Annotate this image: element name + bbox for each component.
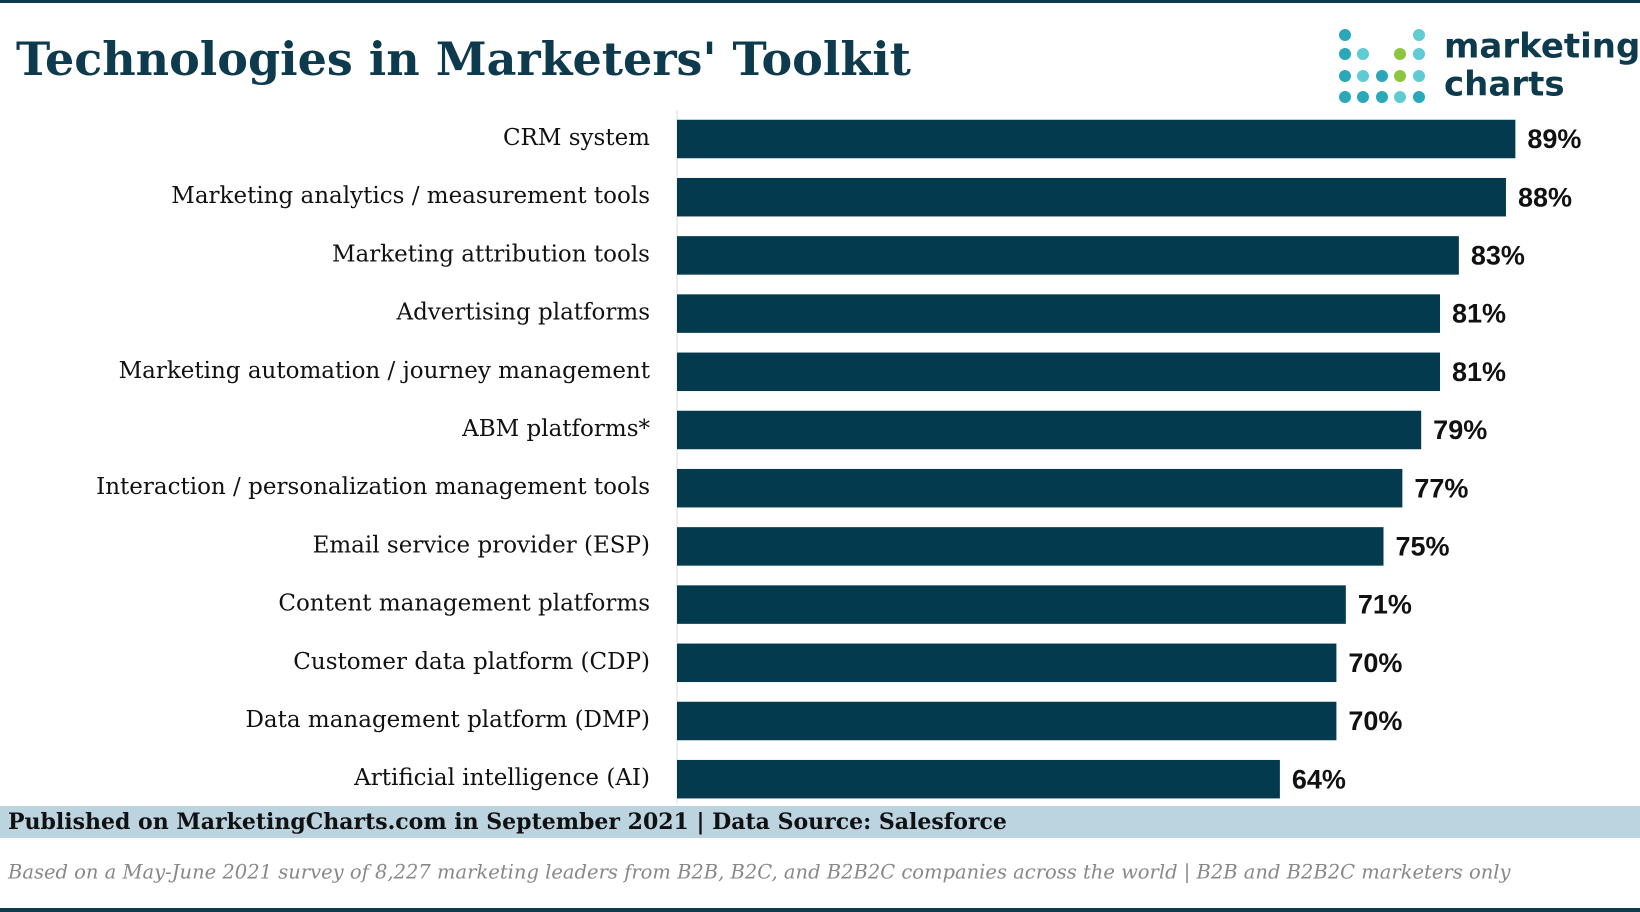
bar bbox=[677, 759, 1280, 799]
bar bbox=[677, 468, 1403, 508]
bar bbox=[677, 236, 1459, 275]
bar bbox=[677, 701, 1337, 741]
category-label: CRM system bbox=[503, 125, 650, 151]
value-label: 71% bbox=[1358, 590, 1412, 620]
category-label: Advertising platforms bbox=[395, 300, 650, 326]
value-label: 75% bbox=[1396, 532, 1450, 562]
category-label: Customer data platform (CDP) bbox=[293, 649, 650, 675]
category-label: Marketing automation / journey managemen… bbox=[119, 358, 651, 384]
category-label: Interaction / personalization management… bbox=[96, 474, 650, 500]
bar bbox=[677, 294, 1441, 333]
bar bbox=[677, 352, 1441, 392]
value-label: 64% bbox=[1292, 764, 1346, 794]
value-label: 70% bbox=[1348, 706, 1402, 736]
bar bbox=[677, 643, 1337, 683]
note: Based on a May-June 2021 survey of 8,227… bbox=[7, 861, 1511, 885]
logo-text: marketing bbox=[1444, 27, 1640, 67]
bar bbox=[677, 177, 1506, 217]
logo: marketing charts bbox=[1339, 27, 1640, 105]
value-label: 81% bbox=[1452, 357, 1506, 387]
value-label: 77% bbox=[1414, 473, 1468, 503]
value-label: 88% bbox=[1518, 182, 1572, 212]
category-label: Marketing analytics / measurement tools bbox=[171, 183, 650, 209]
category-label: Marketing attribution tools bbox=[332, 241, 650, 267]
category-label: ABM platforms* bbox=[461, 416, 650, 442]
bottom-rule bbox=[0, 908, 1640, 912]
source-band bbox=[0, 806, 1640, 838]
value-label: 89% bbox=[1527, 124, 1581, 154]
source: Published on MarketingCharts.com in Sept… bbox=[8, 809, 1007, 835]
bar bbox=[677, 119, 1516, 159]
bar bbox=[677, 410, 1422, 450]
bar bbox=[677, 585, 1346, 624]
value-label: 70% bbox=[1348, 648, 1402, 678]
value-label: 79% bbox=[1433, 415, 1487, 445]
chart-title: Technologies in Marketers' Toolkit bbox=[16, 32, 912, 86]
category-label: Email service provider (ESP) bbox=[313, 532, 650, 558]
value-label: 81% bbox=[1452, 299, 1506, 329]
value-label: 83% bbox=[1471, 241, 1525, 271]
category-label: Artificial intelligence (AI) bbox=[353, 765, 650, 791]
category-label: Content management platforms bbox=[278, 591, 650, 617]
bar bbox=[677, 527, 1384, 566]
category-label: Data management platform (DMP) bbox=[245, 707, 650, 733]
logo-text: charts bbox=[1444, 65, 1565, 105]
top-rule bbox=[0, 0, 1640, 3]
